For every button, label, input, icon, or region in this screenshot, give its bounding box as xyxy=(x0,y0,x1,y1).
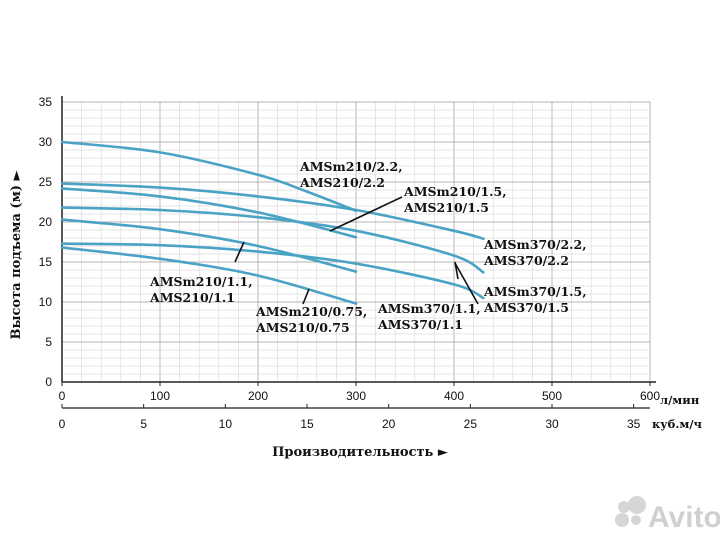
watermark: Avito xyxy=(615,496,720,534)
annotations: AMSm210/2.2,AMS210/2.2AMSm210/1.5,AMS210… xyxy=(149,159,587,335)
annotation-leader xyxy=(454,262,479,305)
annotation-label: AMSm210/0.75, xyxy=(255,304,367,319)
y-tick-label: 30 xyxy=(39,135,53,149)
x-tick-label: 400 xyxy=(444,389,464,403)
annotation-leader xyxy=(329,196,403,232)
annotation-leader xyxy=(234,241,245,263)
series-lines xyxy=(60,140,485,305)
series-line-2 xyxy=(60,187,358,239)
x-tick-label: 100 xyxy=(150,389,170,403)
y-tick-labels: 0 5 10 15 20 25 30 35 xyxy=(39,95,53,389)
series-line-1 xyxy=(60,140,358,213)
annotation-label: AMSm370/1.1, xyxy=(377,301,481,316)
annotation-label: AMSm210/2.2, xyxy=(299,159,403,174)
x2-tick-labels: 0 5 10 15 20 25 30 35 xyxy=(59,417,641,431)
series-line-5 xyxy=(60,182,485,241)
y-axis-label: Высота подъема (м) ► xyxy=(9,170,24,339)
annotation-leaders xyxy=(234,196,479,305)
x-tick-label: 0 xyxy=(59,389,66,403)
y-tick-label: 25 xyxy=(39,175,53,189)
x-tick-labels: 0 100 200 300 400 500 600 xyxy=(59,389,661,403)
x-axis-label: Производительность ► xyxy=(272,445,448,460)
axes xyxy=(61,96,656,409)
watermark-text: Avito xyxy=(648,501,720,534)
x2-tick-label: 20 xyxy=(382,417,396,431)
x2-tick-label: 35 xyxy=(627,417,641,431)
x2-tick-label: 15 xyxy=(300,417,314,431)
x2-tick-label: 5 xyxy=(140,417,147,431)
annotation-label: AMS370/2.2 xyxy=(483,253,569,268)
series-line-4 xyxy=(60,246,358,305)
avito-logo-icon xyxy=(615,496,646,527)
x2-tick-label: 25 xyxy=(464,417,478,431)
annotation-label: AMSm210/1.5, xyxy=(403,184,507,199)
annotation-label: AMS370/1.5 xyxy=(483,300,569,315)
x2-tick-label: 10 xyxy=(219,417,233,431)
x-tick-label: 200 xyxy=(248,389,268,403)
annotation-label: AMSm370/2.2, xyxy=(483,237,587,252)
annotation-label: AMS210/2.2 xyxy=(299,175,385,190)
x2-tick-label: 0 xyxy=(59,417,66,431)
x2-tick-label: 30 xyxy=(545,417,559,431)
annotation-label: AMS210/0.75 xyxy=(255,320,350,335)
x-unit-primary: л/мин xyxy=(660,393,700,407)
series-line-6 xyxy=(60,206,485,274)
y-tick-label: 10 xyxy=(39,295,53,309)
annotation-leader xyxy=(302,288,310,305)
x-tick-label: 300 xyxy=(346,389,366,403)
y-tick-label: 5 xyxy=(45,335,52,349)
x-tick-label: 600 xyxy=(640,389,660,403)
annotation-label: AMS210/1.1 xyxy=(149,290,235,305)
series-line-3 xyxy=(60,218,358,273)
x-unit-secondary: куб.м/ч xyxy=(652,417,703,431)
y-tick-label: 15 xyxy=(39,255,53,269)
annotation-label: AMSm210/1.1, xyxy=(149,274,253,289)
annotation-label: AMS370/1.1 xyxy=(377,317,463,332)
y-tick-label: 0 xyxy=(45,375,52,389)
y-tick-label: 20 xyxy=(39,215,53,229)
annotation-label: AMS210/1.5 xyxy=(403,200,489,215)
x-tick-label: 500 xyxy=(542,389,562,403)
series-line-7 xyxy=(60,242,485,300)
annotation-label: AMSm370/1.5, xyxy=(483,284,587,299)
y-tick-label: 35 xyxy=(39,95,53,109)
